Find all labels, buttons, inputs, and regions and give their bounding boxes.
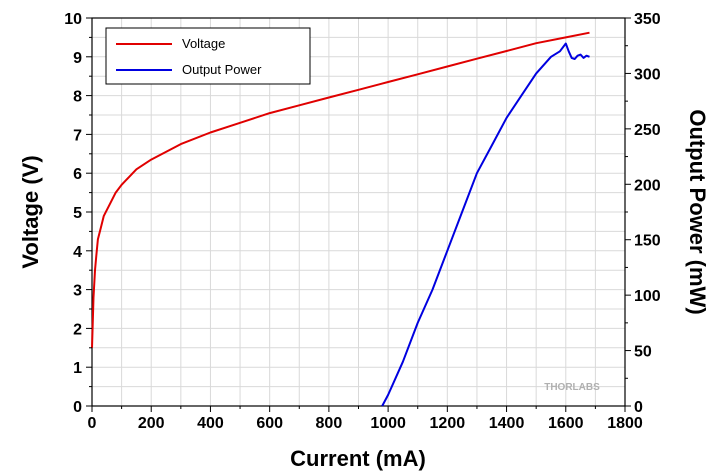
x-axis-title: Current (mA) <box>290 446 426 471</box>
right-tick-label: 300 <box>634 66 661 83</box>
left-axis-title: Voltage (V) <box>18 155 43 268</box>
series-layer <box>91 31 590 407</box>
left-tick-label: 7 <box>73 127 82 144</box>
x-tick-label: 800 <box>316 415 343 432</box>
right-tick-label: 200 <box>634 177 661 194</box>
legend: Voltage Output Power <box>105 27 311 85</box>
legend-label-voltage: Voltage <box>182 36 225 51</box>
series-line-voltage <box>91 31 590 348</box>
x-tick-label: 200 <box>138 415 165 432</box>
left-tick-label: 0 <box>73 399 82 416</box>
right-tick-label: 150 <box>634 233 661 250</box>
left-tick-label: 5 <box>73 205 82 222</box>
x-tick-label: 0 <box>88 415 97 432</box>
left-tick-label: 2 <box>73 321 82 338</box>
right-axis-title: Output Power (mW) <box>685 109 710 314</box>
x-tick-label: 1000 <box>370 415 406 432</box>
x-tick-label: 1200 <box>430 415 466 432</box>
left-tick-label: 3 <box>73 283 82 300</box>
right-tick-label: 0 <box>634 399 643 416</box>
left-tick-label: 9 <box>73 50 82 67</box>
series-line-output-power <box>381 42 590 407</box>
right-tick-label: 50 <box>634 344 652 361</box>
left-tick-label: 1 <box>73 360 82 377</box>
right-tick-label: 250 <box>634 122 661 139</box>
x-tick-label: 1600 <box>548 415 584 432</box>
legend-label-output-power: Output Power <box>182 62 262 77</box>
right-tick-label: 100 <box>634 288 661 305</box>
x-tick-label: 1800 <box>607 415 643 432</box>
watermark-logo: THORLABS <box>544 382 600 393</box>
left-tick-label: 8 <box>73 89 82 106</box>
x-tick-label: 1400 <box>489 415 525 432</box>
x-tick-label: 400 <box>197 415 224 432</box>
legend-box <box>105 27 311 85</box>
left-tick-label: 6 <box>73 166 82 183</box>
left-tick-label: 4 <box>73 244 82 261</box>
ticks: 0 200 400 600 800 1000 1200 1400 1600 18000123456… <box>64 11 661 432</box>
left-tick-label: 10 <box>64 11 82 28</box>
x-tick-label: 600 <box>256 415 283 432</box>
right-tick-label: 350 <box>634 11 661 28</box>
